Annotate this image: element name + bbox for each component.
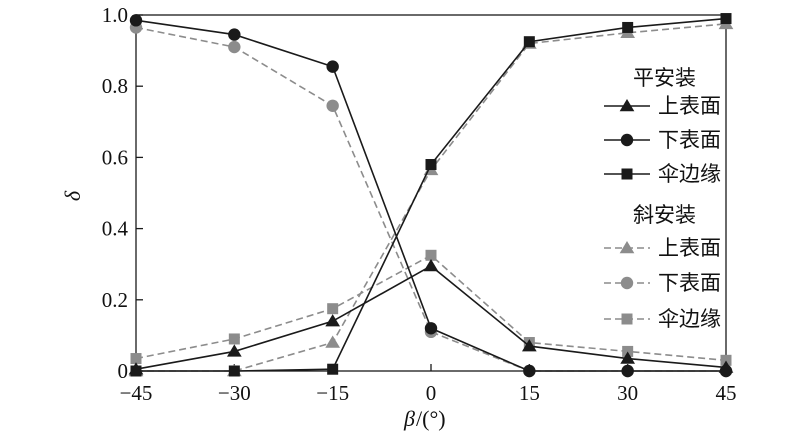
data-point xyxy=(327,303,339,315)
data-point xyxy=(424,322,438,335)
legend-label: 上表面 xyxy=(658,94,721,118)
y-tick-label: 0.4 xyxy=(102,217,129,241)
x-axis-unit: /(°) xyxy=(416,406,446,431)
y-tick-label: 0.6 xyxy=(102,145,128,169)
legend-item: 下表面 xyxy=(604,271,721,295)
data-point xyxy=(325,335,341,348)
data-point xyxy=(325,314,341,327)
data-point xyxy=(228,365,240,377)
data-point xyxy=(523,364,536,378)
legend-item: 上表面 xyxy=(604,236,721,260)
x-tick-label: 45 xyxy=(716,381,737,405)
data-point xyxy=(425,249,437,261)
data-point xyxy=(326,99,339,112)
data-point xyxy=(423,258,439,272)
legend-label: 下表面 xyxy=(658,128,721,152)
legend-item: 伞边缘 xyxy=(604,162,721,186)
legend-group-title: 斜安装 xyxy=(633,203,696,227)
legend-item: 下表面 xyxy=(604,128,721,152)
series-0 xyxy=(128,258,734,375)
data-point xyxy=(719,364,733,378)
data-point xyxy=(523,36,535,48)
data-point xyxy=(622,21,634,33)
data-point xyxy=(130,365,142,377)
data-point xyxy=(228,333,240,345)
legend-marker xyxy=(620,276,634,290)
legend-marker xyxy=(621,168,633,180)
x-tick-label: 0 xyxy=(426,381,437,405)
data-point xyxy=(425,159,437,171)
series-layer xyxy=(128,13,734,378)
y-tick-label: 0 xyxy=(118,359,129,383)
legend-group-title: 平安装 xyxy=(633,66,696,90)
series-2 xyxy=(130,13,732,377)
y-axis-label: δ xyxy=(60,190,85,201)
data-point xyxy=(621,364,634,378)
y-tick-label: 0.2 xyxy=(102,288,128,312)
data-point xyxy=(228,40,241,54)
data-point xyxy=(228,28,241,41)
data-point xyxy=(226,344,242,357)
data-point xyxy=(326,60,339,73)
legend-marker xyxy=(621,313,633,325)
legend-marker xyxy=(620,133,634,147)
data-point xyxy=(620,351,636,364)
y-tick-label: 1.0 xyxy=(102,3,128,27)
data-point xyxy=(130,353,142,365)
legend-label: 伞边缘 xyxy=(658,307,721,331)
legend-label: 伞边缘 xyxy=(658,162,721,186)
legend-marker xyxy=(619,99,635,112)
data-point xyxy=(521,339,537,352)
y-tick-label: 0.8 xyxy=(102,74,128,98)
data-point xyxy=(720,354,732,366)
data-point xyxy=(622,345,634,357)
series-line xyxy=(135,265,727,371)
legend-label: 上表面 xyxy=(658,236,721,260)
x-tick-label: −30 xyxy=(218,381,251,405)
x-tick-label: 15 xyxy=(519,381,540,405)
data-point xyxy=(720,13,732,25)
legend-label: 下表面 xyxy=(658,271,721,295)
legend-item: 伞边缘 xyxy=(604,307,721,331)
series-1 xyxy=(129,14,733,378)
data-point xyxy=(327,363,339,375)
x-tick-label: 30 xyxy=(617,381,638,405)
legend-item: 上表面 xyxy=(604,94,721,118)
x-tick-label: −45 xyxy=(120,381,153,405)
legend-marker xyxy=(619,241,635,254)
data-point xyxy=(129,14,143,27)
x-tick-label: −15 xyxy=(316,381,349,405)
x-axis-label: β xyxy=(403,406,415,431)
